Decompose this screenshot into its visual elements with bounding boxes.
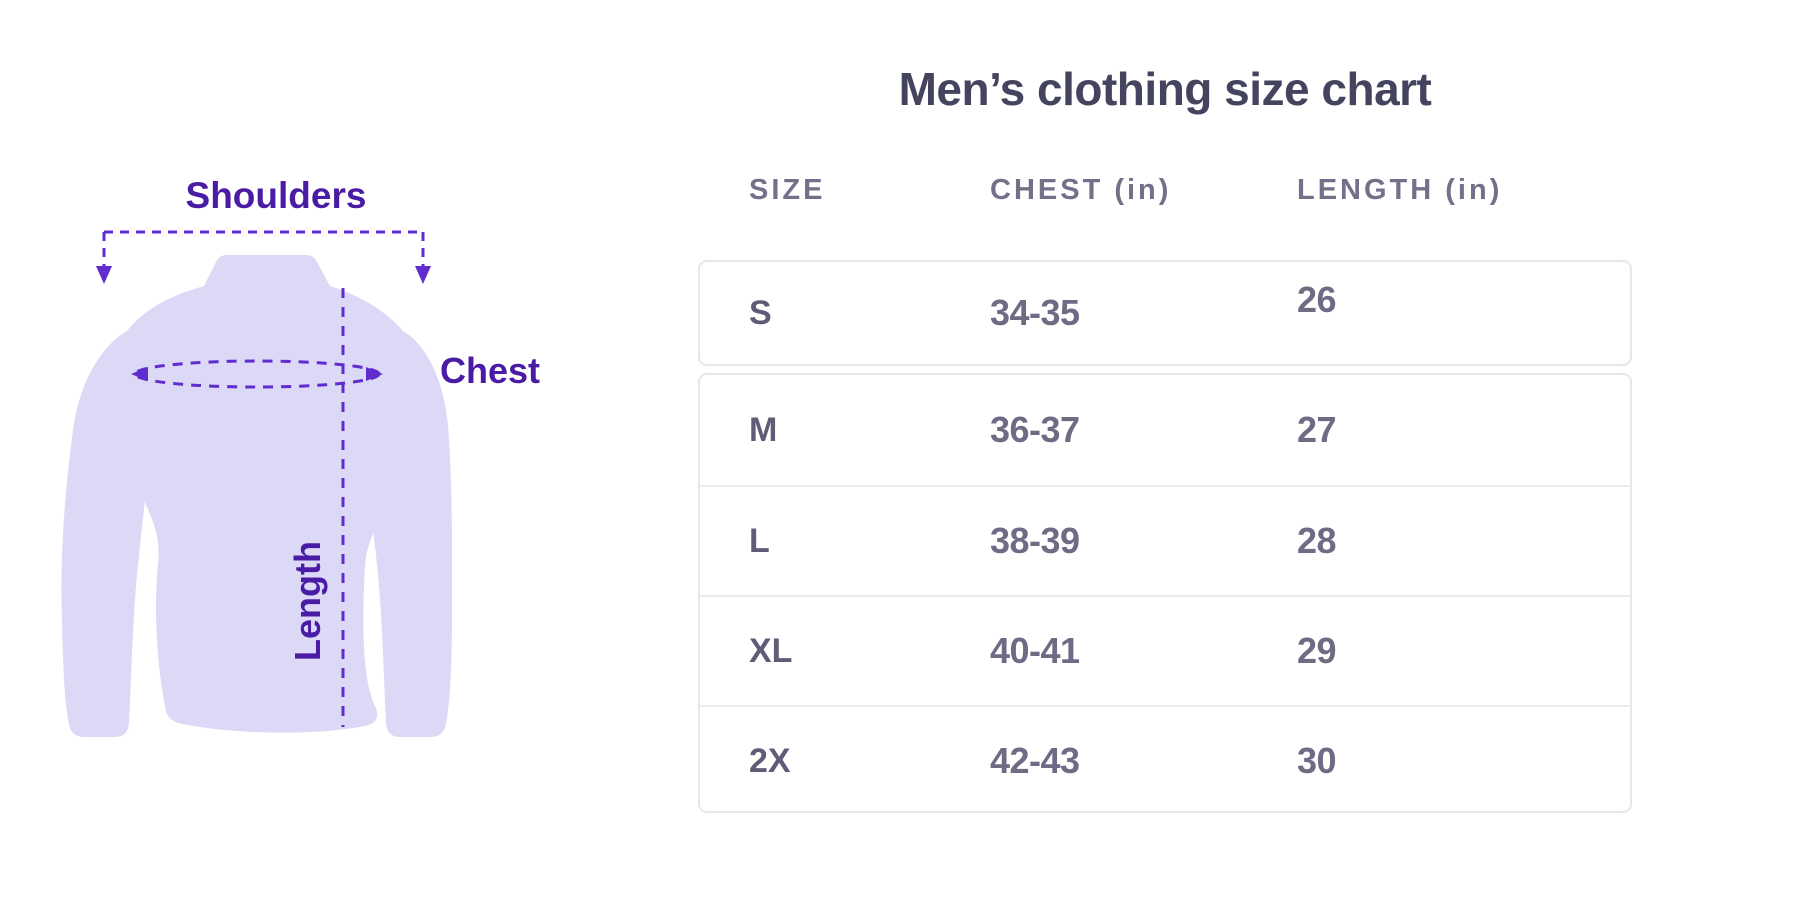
table-row: S 34-35 26: [700, 262, 1630, 364]
table-row-group-bottom: M 36-37 27 L 38-39 28 XL 40-41 29 2X 42-…: [698, 373, 1632, 813]
length-cell: 26: [1297, 279, 1337, 320]
chest-cell: 34-35: [990, 292, 1080, 333]
shoulder-measure-line: [102, 230, 425, 266]
column-header-length: LENGTH (in): [1297, 174, 1503, 206]
chest-cell: 40-41: [990, 630, 1080, 671]
column-header-chest: CHEST (in): [990, 174, 1172, 206]
size-cell: S: [749, 293, 772, 332]
chart-title: Men’s clothing size chart: [898, 63, 1432, 115]
size-chart: Men’s clothing size chart SIZE CHEST (in…: [698, 0, 1632, 904]
chest-label: Chest: [440, 350, 541, 391]
left-sleeve: [61, 331, 155, 737]
right-sleeve: [360, 331, 453, 737]
shoulders-label: Shoulders: [185, 175, 367, 216]
length-cell: 28: [1297, 520, 1337, 561]
chest-cell: 38-39: [990, 520, 1080, 561]
shirt-shape: [61, 255, 453, 737]
shirt-measurement-figure: Shoulders Chest Length: [0, 0, 620, 904]
table-row-group-top: S 34-35 26: [698, 260, 1632, 366]
shoulder-arrow-left-icon: [96, 266, 112, 284]
size-cell: 2X: [749, 741, 791, 780]
chest-cell: 36-37: [990, 409, 1080, 450]
chest-cell: 42-43: [990, 740, 1080, 781]
table-row: 2X 42-43 30: [700, 705, 1630, 815]
size-cell: L: [749, 521, 770, 560]
shirt-illustration: [61, 230, 453, 737]
size-cell: XL: [749, 631, 793, 670]
length-cell: 29: [1297, 630, 1337, 671]
shoulder-arrow-right-icon: [415, 266, 431, 284]
table-row: M 36-37 27: [700, 375, 1630, 485]
chest-arrow-right-icon: [366, 367, 383, 381]
table-row: XL 40-41 29: [700, 595, 1630, 705]
table-row: L 38-39 28: [700, 485, 1630, 595]
size-cell: M: [749, 410, 778, 449]
column-header-size: SIZE: [749, 174, 826, 206]
table-header-row: SIZE CHEST (in) LENGTH (in): [698, 174, 1632, 210]
length-cell: 27: [1297, 409, 1337, 450]
length-cell: 30: [1297, 740, 1337, 781]
length-label: Length: [287, 541, 329, 661]
chest-arrow-left-icon: [131, 367, 148, 381]
